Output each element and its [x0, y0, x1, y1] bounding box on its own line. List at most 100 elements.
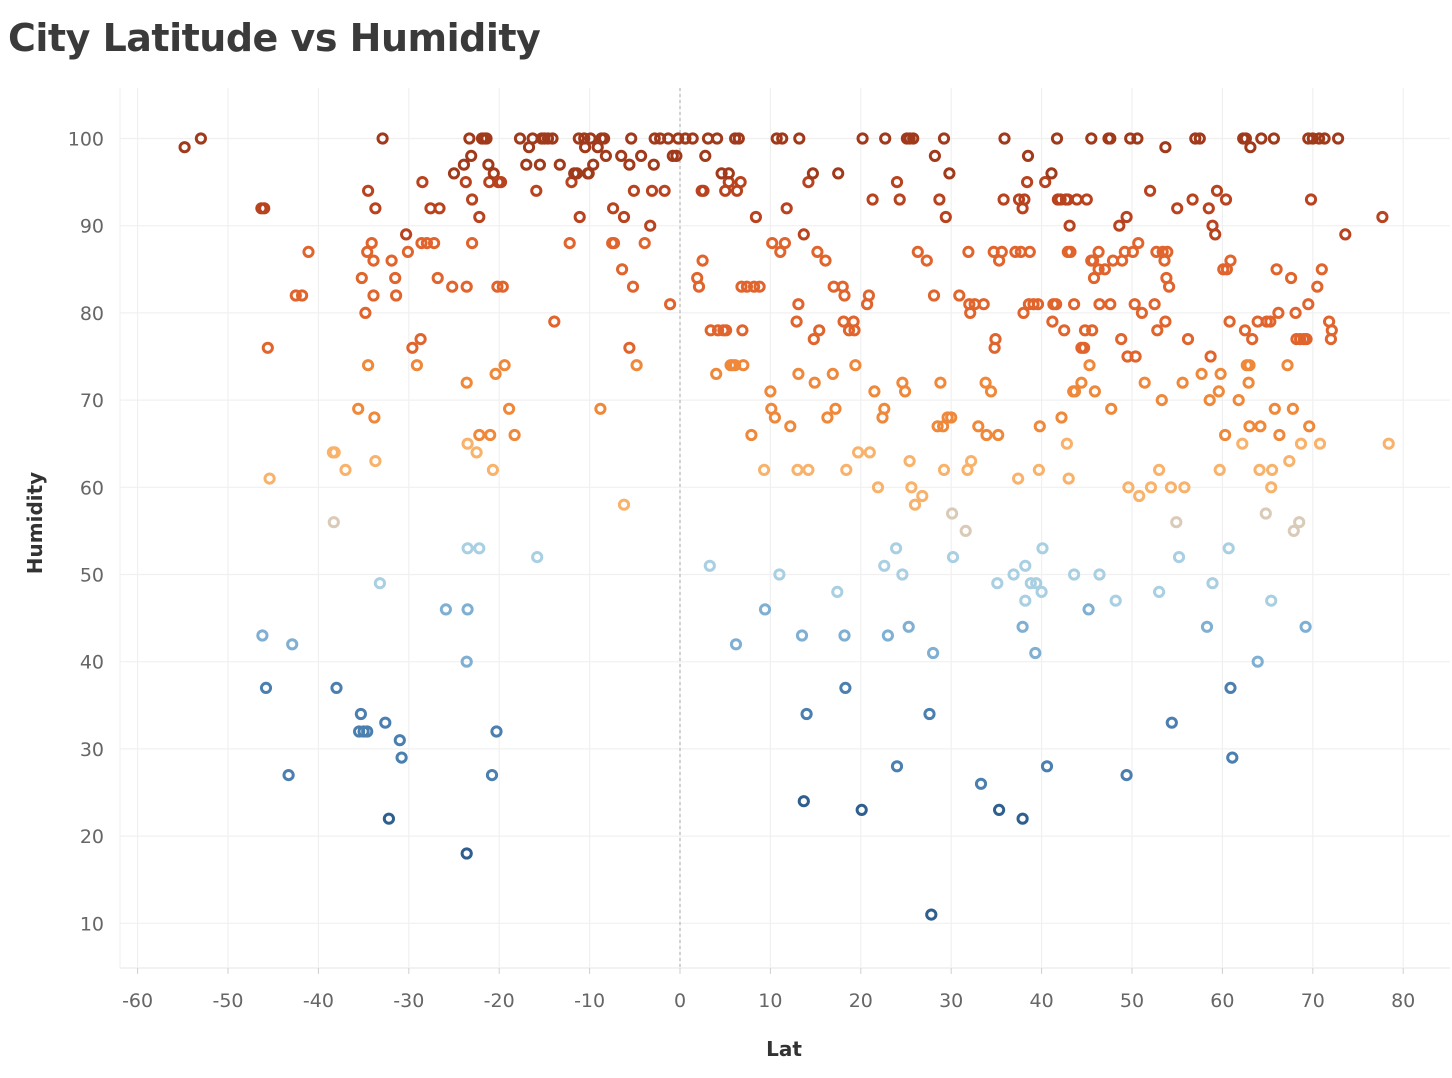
- data-point: [439, 603, 452, 616]
- data-point: [773, 568, 786, 581]
- data-point: [842, 324, 856, 337]
- data-point: [1159, 315, 1172, 328]
- data-point: [920, 254, 933, 267]
- data-point: [617, 210, 631, 224]
- data-point: [819, 254, 832, 267]
- data-points: [178, 132, 1395, 921]
- data-point: [587, 158, 600, 171]
- data-point: [480, 132, 493, 145]
- data-point: [414, 333, 427, 346]
- data-point: [679, 132, 692, 145]
- data-point: [1226, 751, 1239, 764]
- data-point: [1273, 428, 1286, 442]
- data-point: [946, 507, 959, 520]
- data-point: [1045, 167, 1058, 180]
- data-point: [1238, 324, 1252, 337]
- data-point: [607, 202, 620, 215]
- data-point: [484, 428, 497, 442]
- data-point: [282, 769, 295, 782]
- data-point: [359, 306, 372, 319]
- data-point: [1031, 298, 1045, 311]
- data-point: [1124, 132, 1137, 145]
- data-point: [607, 237, 621, 250]
- data-point: [520, 158, 533, 171]
- x-axis-ticks: -60 -50 -40 -30 -20 -10 0 10 20 30 40 50 60 70 80: [122, 968, 1415, 1012]
- data-point: [1078, 324, 1092, 337]
- data-point: [1236, 437, 1249, 450]
- data-point: [361, 245, 374, 258]
- data-point: [541, 132, 555, 145]
- data-point: [1223, 315, 1236, 328]
- data-point: [482, 158, 495, 171]
- data-point: [992, 428, 1005, 442]
- data-point: [1109, 594, 1122, 607]
- data-point: [1153, 463, 1166, 476]
- data-point: [871, 481, 885, 494]
- data-point: [362, 359, 375, 372]
- data-point: [1040, 760, 1054, 773]
- data-point: [365, 237, 378, 250]
- data-point: [1193, 132, 1206, 145]
- data-point: [710, 367, 723, 380]
- x-tick-label: -60: [122, 990, 153, 1012]
- data-point: [791, 463, 804, 476]
- data-point: [466, 193, 479, 206]
- data-point: [573, 210, 586, 224]
- data-point: [856, 132, 869, 145]
- data-point: [368, 411, 381, 424]
- data-point: [1070, 193, 1084, 206]
- data-point: [401, 245, 414, 258]
- data-point: [461, 603, 474, 616]
- data-point: [362, 184, 375, 197]
- data-point: [792, 298, 805, 311]
- data-point: [923, 707, 936, 721]
- x-tick-label: 0: [674, 990, 686, 1012]
- data-point: [261, 341, 274, 354]
- data-point: [1032, 463, 1046, 476]
- data-point: [927, 289, 941, 302]
- data-point: [1244, 141, 1257, 154]
- data-point: [1128, 298, 1141, 311]
- data-point: [1210, 184, 1224, 197]
- data-point: [962, 245, 975, 258]
- data-point: [1078, 341, 1091, 354]
- data-point: [1270, 263, 1283, 276]
- data-point: [1172, 551, 1186, 564]
- x-tick-label: 80: [1391, 990, 1415, 1012]
- data-point: [753, 280, 766, 293]
- data-point: [1120, 769, 1133, 782]
- data-point: [466, 237, 479, 250]
- data-point: [1087, 254, 1100, 267]
- x-tick-label: 20: [849, 990, 873, 1012]
- data-point: [361, 725, 374, 738]
- data-point: [995, 245, 1008, 258]
- data-point: [1148, 298, 1161, 311]
- data-point: [352, 402, 365, 415]
- data-point: [1080, 193, 1093, 206]
- data-point: [1150, 245, 1163, 258]
- data-point: [572, 132, 585, 145]
- y-tick-label: 80: [80, 303, 104, 325]
- data-point: [1144, 184, 1157, 197]
- data-point: [1283, 455, 1296, 468]
- data-point: [496, 280, 509, 293]
- data-point: [354, 707, 367, 721]
- data-point: [1009, 245, 1022, 258]
- data-point: [1016, 620, 1029, 633]
- y-tick-label: 10: [80, 913, 104, 935]
- data-point: [1159, 141, 1172, 154]
- data-point: [931, 420, 944, 433]
- data-point: [1339, 228, 1352, 241]
- data-point: [1019, 594, 1032, 607]
- data-point: [1286, 402, 1300, 415]
- data-point: [625, 132, 638, 145]
- data-point: [645, 184, 659, 197]
- data-point: [937, 420, 950, 433]
- data-point: [1219, 428, 1232, 442]
- data-point: [548, 315, 561, 328]
- data-point: [704, 324, 717, 337]
- data-point: [974, 777, 988, 790]
- data-point: [945, 411, 958, 424]
- data-point: [382, 812, 395, 825]
- data-point: [626, 280, 640, 293]
